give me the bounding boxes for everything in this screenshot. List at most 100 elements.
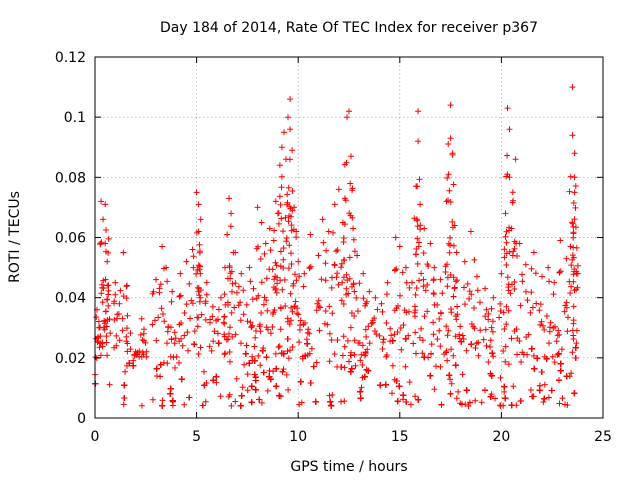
data-point (413, 350, 419, 357)
data-point (412, 251, 419, 258)
data-point (361, 373, 368, 380)
data-point (450, 242, 457, 249)
data-point (553, 338, 560, 345)
data-point (572, 183, 579, 189)
data-point (451, 285, 458, 292)
data-point (338, 297, 345, 304)
data-point (417, 226, 424, 233)
data-point (287, 126, 294, 133)
data-point (284, 199, 291, 206)
data-point (563, 304, 570, 311)
data-point (505, 284, 512, 290)
data-point (414, 217, 421, 224)
data-point (168, 324, 174, 331)
data-point (530, 352, 537, 359)
data-point (185, 347, 191, 354)
data-point (121, 395, 128, 401)
data-point (331, 261, 338, 268)
data-point (500, 309, 507, 316)
data-point (501, 388, 508, 395)
data-point (226, 330, 232, 337)
data-point (514, 351, 521, 358)
data-point (254, 204, 261, 211)
data-point (282, 303, 289, 309)
data-point (297, 317, 304, 324)
data-point (343, 285, 350, 292)
data-point (380, 339, 387, 346)
data-point (572, 355, 579, 361)
data-point (256, 323, 263, 330)
data-point (124, 348, 131, 355)
data-point (474, 287, 481, 294)
data-point (183, 301, 190, 308)
data-point (488, 372, 495, 379)
data-point (290, 280, 297, 287)
data-point (412, 329, 419, 336)
data-point (242, 350, 249, 357)
data-point (322, 308, 329, 314)
plot-frame (94, 56, 604, 419)
data-point (335, 186, 342, 193)
data-point (329, 392, 336, 398)
data-point (446, 187, 453, 194)
data-point (392, 234, 399, 241)
data-point (221, 313, 228, 320)
data-point (403, 279, 410, 286)
data-point (506, 126, 513, 133)
data-point (310, 363, 317, 370)
data-point (227, 358, 233, 365)
data-point (189, 246, 196, 253)
data-point (248, 324, 255, 331)
data-point (269, 266, 276, 273)
data-point (466, 288, 473, 295)
data-point (562, 401, 568, 408)
data-point (471, 325, 478, 332)
data-point (430, 319, 437, 326)
data-point (229, 288, 235, 295)
data-point (573, 340, 580, 347)
data-point (320, 239, 327, 246)
data-point (221, 333, 228, 340)
data-point (570, 303, 577, 310)
data-point (341, 343, 348, 350)
data-point (568, 283, 575, 290)
data-point (379, 308, 386, 315)
data-point (446, 372, 453, 379)
y-tick-label: 0.1 (64, 110, 86, 126)
data-point (252, 377, 259, 384)
data-point (138, 353, 145, 360)
data-point (104, 282, 111, 289)
data-point (122, 368, 129, 375)
data-point (183, 258, 190, 265)
data-point (447, 242, 454, 249)
data-point (264, 387, 271, 394)
data-point (349, 185, 356, 192)
data-point (103, 333, 110, 340)
data-point (574, 262, 581, 269)
data-point (496, 314, 503, 321)
data-point (338, 398, 344, 405)
data-point (539, 273, 545, 280)
data-point (546, 340, 552, 347)
data-point (363, 366, 370, 373)
data-point (470, 323, 477, 330)
data-point (406, 308, 412, 315)
data-point (302, 320, 308, 326)
data-point (293, 234, 300, 241)
data-point (395, 303, 401, 309)
data-point (447, 135, 454, 142)
data-point (202, 398, 209, 405)
data-point (571, 216, 578, 223)
data-point (501, 383, 508, 390)
data-point (272, 350, 279, 357)
data-point (127, 330, 134, 337)
data-point (270, 309, 277, 316)
data-point (226, 195, 233, 202)
data-point (103, 296, 110, 303)
data-point (227, 275, 234, 282)
data-point (98, 198, 105, 205)
data-point (316, 327, 323, 334)
data-point (276, 343, 283, 350)
data-point (291, 204, 298, 211)
data-point (308, 345, 315, 352)
